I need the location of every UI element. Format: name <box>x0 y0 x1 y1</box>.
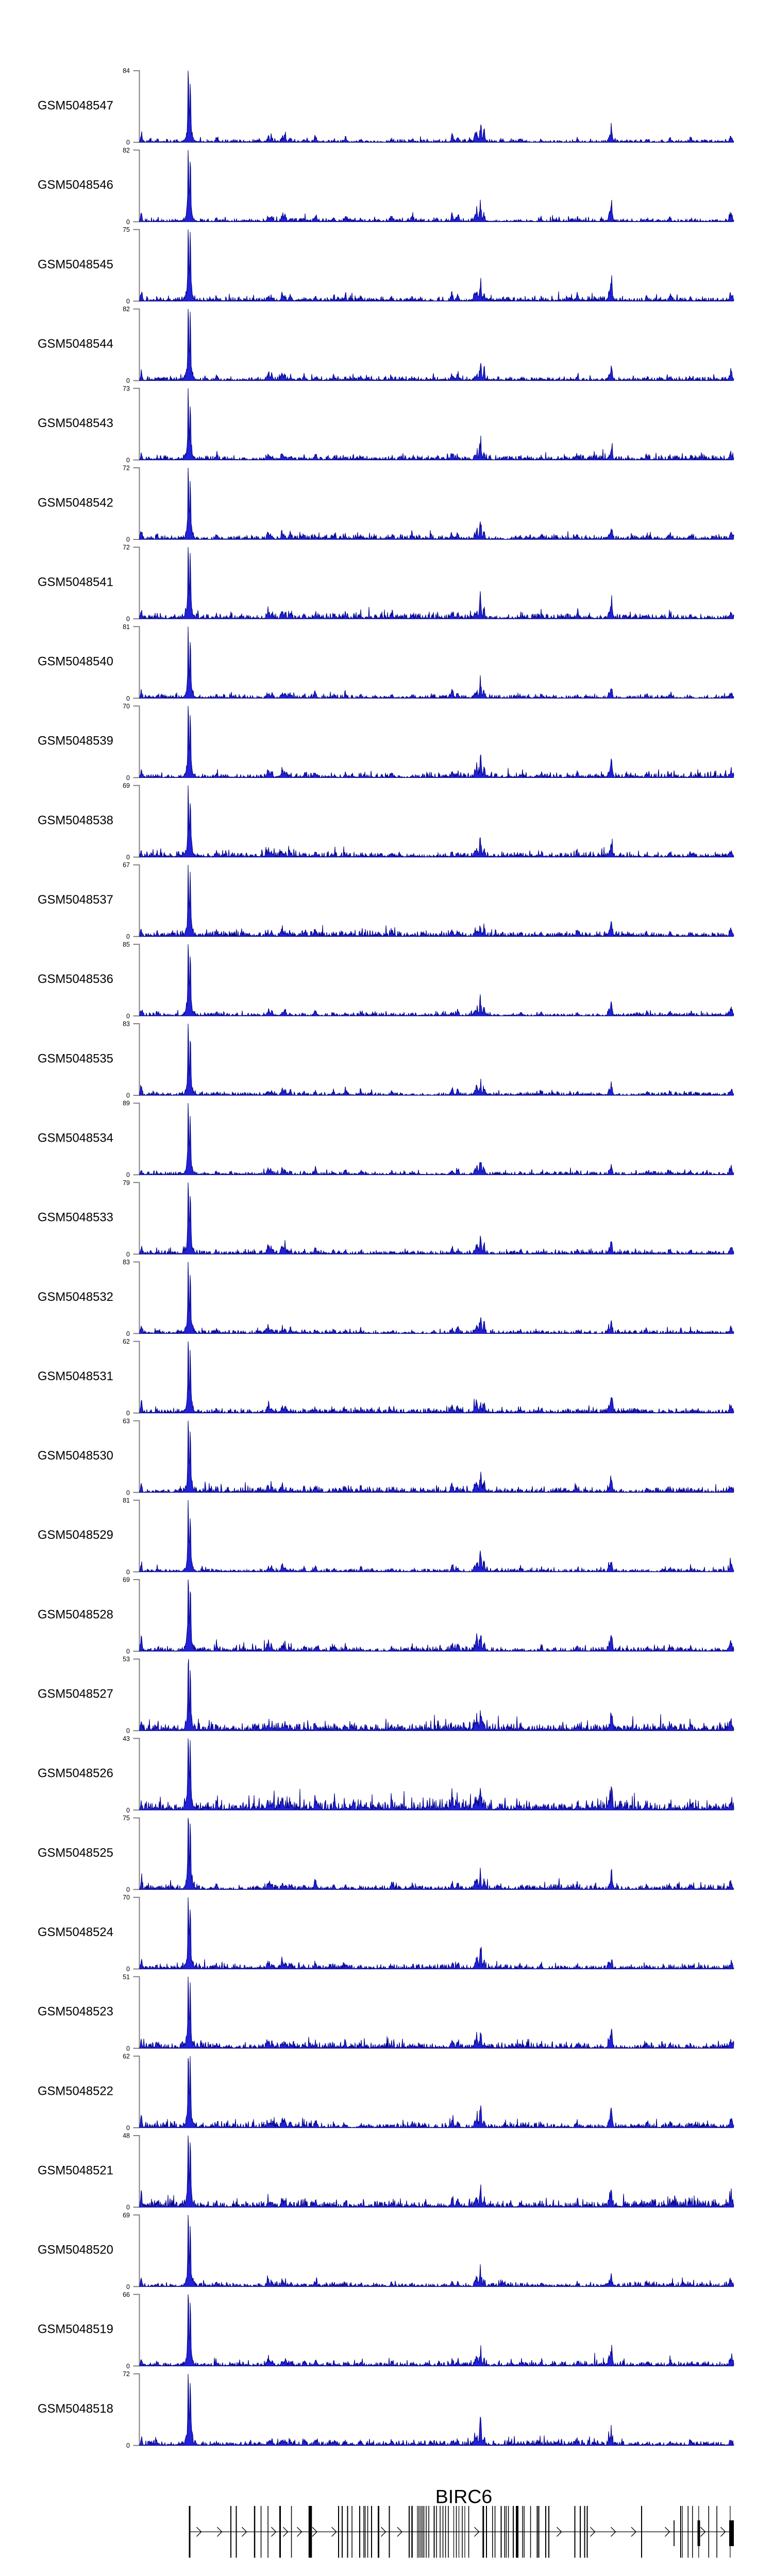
svg-text:GSM5048523: GSM5048523 <box>38 2005 113 2019</box>
svg-text:84: 84 <box>123 67 130 75</box>
svg-text:0: 0 <box>126 139 130 146</box>
svg-text:GSM5048536: GSM5048536 <box>38 972 113 986</box>
svg-text:43: 43 <box>123 1735 130 1742</box>
svg-text:48: 48 <box>123 2132 130 2140</box>
svg-text:BIRC6: BIRC6 <box>435 2486 492 2507</box>
svg-text:85: 85 <box>123 941 130 948</box>
svg-text:89: 89 <box>123 1100 130 1107</box>
svg-text:75: 75 <box>123 1815 130 1822</box>
svg-text:0: 0 <box>126 1965 130 1973</box>
svg-text:83: 83 <box>123 1259 130 1266</box>
svg-text:0: 0 <box>126 377 130 384</box>
svg-text:0: 0 <box>126 536 130 544</box>
svg-text:GSM5048524: GSM5048524 <box>38 1925 113 1939</box>
svg-text:72: 72 <box>123 2370 130 2378</box>
svg-text:GSM5048527: GSM5048527 <box>38 1687 113 1701</box>
svg-text:0: 0 <box>126 456 130 464</box>
svg-text:0: 0 <box>126 218 130 226</box>
svg-text:GSM5048535: GSM5048535 <box>38 1052 113 1065</box>
svg-text:GSM5048544: GSM5048544 <box>38 337 113 351</box>
svg-text:GSM5048545: GSM5048545 <box>38 258 113 272</box>
svg-text:0: 0 <box>126 2442 130 2449</box>
svg-text:70: 70 <box>123 703 130 710</box>
svg-text:0: 0 <box>126 2363 130 2370</box>
svg-text:GSM5048540: GSM5048540 <box>38 655 113 669</box>
svg-text:0: 0 <box>126 2124 130 2131</box>
svg-text:GSM5048532: GSM5048532 <box>38 1290 113 1304</box>
svg-text:GSM5048529: GSM5048529 <box>38 1528 113 1542</box>
svg-text:GSM5048528: GSM5048528 <box>38 1607 113 1621</box>
svg-text:0: 0 <box>126 616 130 623</box>
svg-text:0: 0 <box>126 1410 130 1417</box>
svg-text:0: 0 <box>126 1568 130 1575</box>
svg-text:0: 0 <box>126 1251 130 1258</box>
svg-text:GSM5048539: GSM5048539 <box>38 734 113 748</box>
svg-text:0: 0 <box>126 1886 130 1893</box>
svg-text:GSM5048526: GSM5048526 <box>38 1767 113 1781</box>
svg-text:0: 0 <box>126 695 130 702</box>
svg-text:GSM5048538: GSM5048538 <box>38 814 113 827</box>
svg-text:66: 66 <box>123 2291 130 2298</box>
svg-text:GSM5048533: GSM5048533 <box>38 1211 113 1225</box>
svg-text:GSM5048541: GSM5048541 <box>38 575 113 589</box>
svg-text:79: 79 <box>123 1179 130 1187</box>
svg-text:0: 0 <box>126 854 130 861</box>
svg-text:GSM5048531: GSM5048531 <box>38 1369 113 1383</box>
svg-text:0: 0 <box>126 298 130 305</box>
svg-text:69: 69 <box>123 2212 130 2219</box>
svg-text:0: 0 <box>126 1092 130 1099</box>
svg-text:0: 0 <box>126 1012 130 1020</box>
svg-text:0: 0 <box>126 1648 130 1655</box>
svg-text:GSM5048546: GSM5048546 <box>38 178 113 192</box>
svg-text:73: 73 <box>123 385 130 392</box>
svg-text:81: 81 <box>123 623 130 631</box>
svg-text:GSM5048542: GSM5048542 <box>38 496 113 510</box>
svg-text:0: 0 <box>126 2283 130 2291</box>
svg-text:53: 53 <box>123 1656 130 1663</box>
svg-text:62: 62 <box>123 1338 130 1345</box>
svg-text:81: 81 <box>123 1497 130 1504</box>
svg-text:0: 0 <box>126 2045 130 2052</box>
svg-text:67: 67 <box>123 861 130 869</box>
svg-text:GSM5048525: GSM5048525 <box>38 1846 113 1860</box>
svg-text:69: 69 <box>123 1577 130 1584</box>
svg-text:GSM5048530: GSM5048530 <box>38 1449 113 1463</box>
svg-text:62: 62 <box>123 2053 130 2060</box>
svg-text:GSM5048519: GSM5048519 <box>38 2323 113 2336</box>
svg-text:51: 51 <box>123 1973 130 1980</box>
svg-text:69: 69 <box>123 782 130 789</box>
svg-text:0: 0 <box>126 933 130 940</box>
svg-text:GSM5048522: GSM5048522 <box>38 2084 113 2098</box>
svg-text:0: 0 <box>126 1727 130 1735</box>
svg-text:GSM5048537: GSM5048537 <box>38 893 113 907</box>
svg-text:70: 70 <box>123 1894 130 1901</box>
svg-text:GSM5048520: GSM5048520 <box>38 2243 113 2257</box>
svg-text:GSM5048518: GSM5048518 <box>38 2402 113 2416</box>
svg-text:0: 0 <box>126 774 130 782</box>
svg-text:GSM5048543: GSM5048543 <box>38 416 113 430</box>
svg-text:72: 72 <box>123 544 130 551</box>
svg-text:GSM5048521: GSM5048521 <box>38 2163 113 2177</box>
svg-text:83: 83 <box>123 1021 130 1028</box>
svg-text:63: 63 <box>123 1417 130 1425</box>
svg-text:0: 0 <box>126 1172 130 1179</box>
svg-text:0: 0 <box>126 2204 130 2211</box>
svg-text:0: 0 <box>126 1489 130 1496</box>
svg-text:GSM5048547: GSM5048547 <box>38 99 113 113</box>
svg-text:82: 82 <box>123 306 130 313</box>
svg-text:82: 82 <box>123 147 130 154</box>
svg-text:GSM5048534: GSM5048534 <box>38 1131 113 1145</box>
svg-text:75: 75 <box>123 226 130 233</box>
svg-text:0: 0 <box>126 1807 130 1814</box>
svg-text:0: 0 <box>126 1330 130 1337</box>
svg-text:72: 72 <box>123 465 130 472</box>
